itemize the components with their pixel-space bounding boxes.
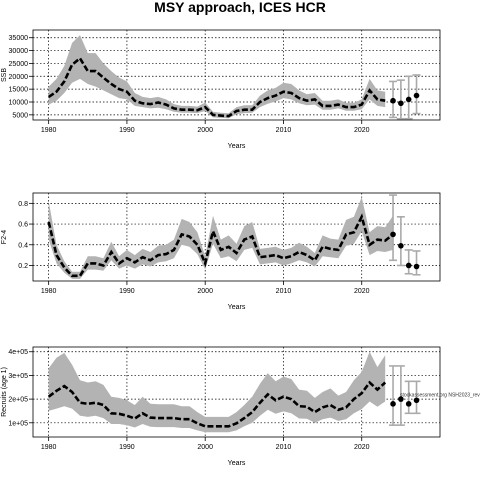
recruits-estimate-line xyxy=(47,380,387,428)
f-x-tick-label: 2010 xyxy=(276,288,292,295)
recruits-projection-point xyxy=(405,401,412,407)
f-x-tick-label: 1990 xyxy=(119,288,135,295)
ssb-projection-point xyxy=(398,100,404,107)
recruits-y-axis-label: Recruits (age 1) xyxy=(1,367,8,417)
f-y-tick-label: 0.2 xyxy=(18,263,28,270)
ssb-x-tick-label: 1990 xyxy=(119,127,135,134)
f-x-axis-label: Years xyxy=(228,304,246,311)
ssb-x-tick-label: 2010 xyxy=(276,127,292,134)
recruits-projection-point xyxy=(390,401,396,407)
recruits-x-tick-label: 2000 xyxy=(197,444,213,451)
ssb-plot-frame xyxy=(32,29,441,121)
f-projection-point xyxy=(405,262,412,269)
ssb-x-axis-label: Years xyxy=(228,143,246,150)
recruits-y-tick-label: 2e+05 xyxy=(8,397,28,404)
panels: 1980 1990 2000 2010 2020 5000 10000 15000 20000 2… xyxy=(1,29,480,467)
f-estimate-line xyxy=(47,213,394,278)
ssb-y-axis-label: SSB xyxy=(1,68,8,82)
ssb-y-tick-label: 15000 xyxy=(9,87,29,94)
ssb-y-tick-label: 5000 xyxy=(12,112,28,119)
recruits-y-tick-label: 1e+05 xyxy=(8,420,28,427)
recruits-x-tick-label: 1990 xyxy=(119,444,135,451)
ssb-projection-point xyxy=(405,96,412,103)
f-y-tick-label: 0.8 xyxy=(18,201,28,208)
figure-title: MSY approach, ICES HCR xyxy=(154,0,326,15)
recruits-x-tick-label: 2020 xyxy=(354,444,370,451)
ssb-projection-point xyxy=(413,92,420,99)
f-panel: 1980 1990 2000 2010 2020 0.2 0.4 0.6 0.8 Years F2-… xyxy=(1,192,441,311)
recruits-annotation: stockassessment.org NSH2023_review_added… xyxy=(400,393,480,399)
ssb-projection-point xyxy=(390,97,396,104)
f-y-tick-label: 0.6 xyxy=(18,222,28,229)
ssb-panel: 1980 1990 2000 2010 2020 5000 10000 15000 20000 2… xyxy=(1,29,441,150)
f-plot-frame xyxy=(32,192,441,282)
ssb-x-tick-label: 2000 xyxy=(197,127,213,134)
f-x-tick-label: 2020 xyxy=(354,288,370,295)
recruits-y-tick-label: 3e+05 xyxy=(8,373,28,380)
ssb-y-tick-label: 25000 xyxy=(9,61,29,68)
recruits-projection-point xyxy=(413,397,420,404)
ssb-y-tick-label: 10000 xyxy=(9,100,29,107)
recruits-confidence-band xyxy=(48,351,386,433)
ssb-estimate-line xyxy=(47,56,386,118)
f-x-tick-label: 2000 xyxy=(197,288,213,295)
ssb-y-tick-label: 20000 xyxy=(9,74,29,81)
f-confidence-band xyxy=(48,197,393,279)
f-projection-point xyxy=(413,263,420,270)
ssb-x-tick-label: 2020 xyxy=(354,127,370,134)
recruits-plot-frame xyxy=(32,346,441,438)
recruits-y-tick-label: 4e+05 xyxy=(8,349,28,356)
ssb-x-tick-label: 1980 xyxy=(41,127,57,134)
recruits-x-tick-label: 1980 xyxy=(41,444,57,451)
f-x-tick-label: 1980 xyxy=(41,288,57,295)
f-y-tick-label: 0.4 xyxy=(18,242,28,249)
f-projection-point xyxy=(390,231,396,238)
recruits-x-axis-label: Years xyxy=(228,460,246,467)
f-projection-point xyxy=(398,243,404,249)
f-y-axis-label: F2-4 xyxy=(1,230,8,245)
recruits-projection-point xyxy=(398,396,404,402)
recruits-panel: 1980 1990 2000 2010 2020 1e+05 2e+05 3e+05 4e+05… xyxy=(1,346,480,467)
ssb-y-tick-label: 35000 xyxy=(9,35,29,42)
recruits-x-tick-label: 2010 xyxy=(276,444,292,451)
ssb-y-tick-label: 30000 xyxy=(9,48,29,55)
